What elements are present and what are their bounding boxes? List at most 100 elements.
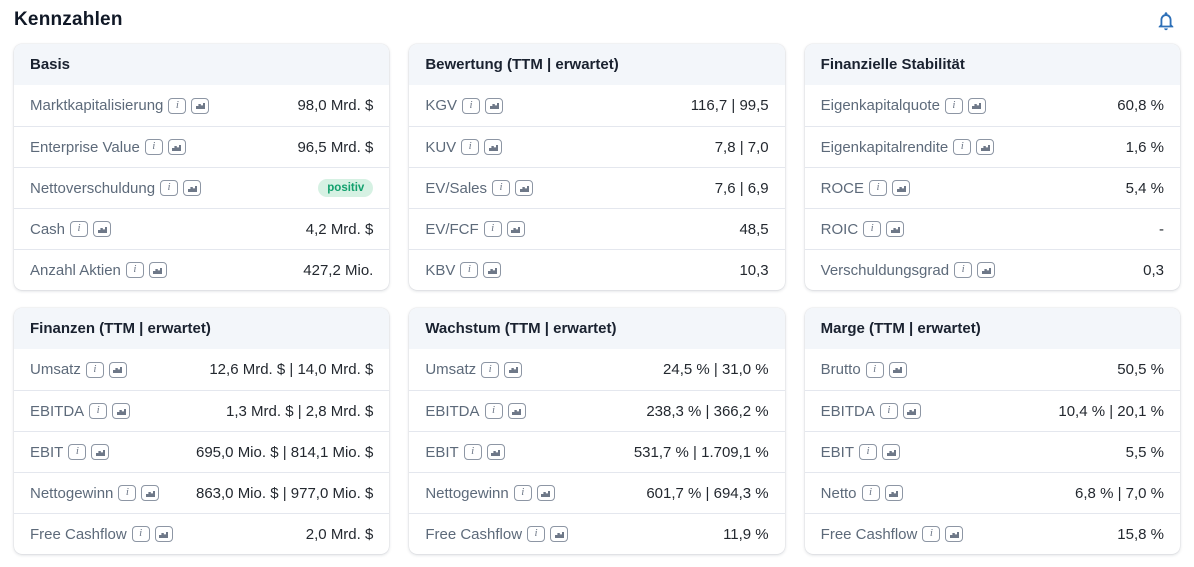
chart-icon[interactable] bbox=[148, 262, 167, 278]
metric-label-group: Free Cashflow i bbox=[821, 526, 964, 543]
metric-row: Brutto i 50,5 % bbox=[805, 349, 1180, 390]
chart-icon[interactable] bbox=[892, 180, 910, 196]
chart-icon[interactable] bbox=[945, 526, 964, 542]
metric-label-group: EBIT i bbox=[30, 444, 110, 461]
chart-icon[interactable] bbox=[884, 485, 903, 501]
info-icon[interactable]: i bbox=[70, 221, 89, 237]
page-title: Kennzahlen bbox=[14, 9, 123, 30]
chart-icon[interactable] bbox=[504, 361, 523, 378]
info-icon[interactable]: i bbox=[861, 485, 880, 501]
chart-icon[interactable] bbox=[108, 361, 127, 378]
metric-row: EBIT i 531,7 % | 1.709,1 % bbox=[409, 431, 785, 472]
metric-value: 695,0 Mio. $ | 814,1 Mio. $ bbox=[195, 443, 374, 461]
metric-label: KBV bbox=[425, 261, 456, 279]
chart-icon[interactable] bbox=[515, 180, 534, 196]
chart-icon-glyph bbox=[511, 226, 521, 233]
bell-icon-glyph bbox=[1158, 12, 1174, 31]
metric-row: Free Cashflow i 15,8 % bbox=[804, 513, 1180, 554]
chart-icon[interactable] bbox=[183, 180, 202, 196]
info-icon[interactable]: i bbox=[68, 444, 87, 460]
info-icon[interactable]: i bbox=[168, 97, 187, 114]
chart-icon[interactable] bbox=[483, 262, 502, 278]
info-icon[interactable]: i bbox=[484, 403, 503, 419]
info-icon[interactable]: i bbox=[869, 180, 887, 196]
info-icon[interactable]: i bbox=[131, 526, 150, 542]
chart-icon[interactable] bbox=[976, 139, 995, 155]
chart-icon[interactable] bbox=[112, 403, 131, 419]
metric-row: Marktkapitalisierung i 98,0 Mrd. $ bbox=[14, 85, 389, 126]
card-rows: Eigenkapitalquote i 60,8 % Eigenkapitalr… bbox=[804, 85, 1180, 290]
chart-icon-glyph bbox=[487, 267, 497, 274]
info-icon[interactable]: i bbox=[460, 262, 479, 278]
info-icon[interactable]: i bbox=[865, 361, 884, 378]
metric-label-group: Nettogewinn i bbox=[425, 484, 555, 502]
chart-icon[interactable] bbox=[506, 221, 525, 237]
chart-icon[interactable] bbox=[882, 444, 900, 460]
info-icon[interactable]: i bbox=[461, 139, 480, 155]
metric-label-group: Free Cashflow i bbox=[30, 526, 173, 543]
notification-bell-icon[interactable] bbox=[1154, 9, 1178, 33]
info-icon[interactable]: i bbox=[492, 180, 511, 196]
chart-icon[interactable] bbox=[485, 97, 504, 114]
chart-icon[interactable] bbox=[888, 361, 907, 378]
info-icon[interactable]: i bbox=[483, 221, 502, 237]
metric-label-group: Free Cashflow i bbox=[425, 526, 569, 543]
chart-icon-glyph bbox=[554, 531, 564, 538]
chart-icon-glyph bbox=[907, 408, 917, 415]
chart-icon[interactable] bbox=[486, 444, 505, 460]
info-icon[interactable]: i bbox=[463, 444, 482, 460]
chart-icon[interactable] bbox=[93, 221, 112, 237]
metric-label-group: KBV i bbox=[425, 261, 502, 279]
metric-row: Nettoverschuldung i positiv bbox=[14, 167, 390, 208]
info-icon[interactable]: i bbox=[513, 485, 532, 501]
chart-icon[interactable] bbox=[141, 485, 160, 501]
chart-icon-glyph bbox=[972, 103, 982, 109]
metric-label-group: Umsatz i bbox=[425, 361, 523, 378]
chart-icon[interactable] bbox=[507, 403, 526, 419]
metric-label: Nettogewinn bbox=[425, 484, 509, 502]
info-icon[interactable]: i bbox=[85, 361, 104, 378]
info-icon[interactable]: i bbox=[953, 139, 972, 155]
chart-icon[interactable] bbox=[167, 139, 186, 155]
info-icon[interactable]: i bbox=[462, 97, 481, 114]
info-icon[interactable]: i bbox=[922, 526, 941, 542]
chart-icon[interactable] bbox=[550, 526, 569, 542]
info-icon[interactable]: i bbox=[859, 444, 877, 460]
chart-icon-glyph bbox=[886, 449, 896, 456]
card-title: Marge (TTM | erwartet) bbox=[804, 308, 1180, 349]
metric-label-group: Enterprise Value i bbox=[30, 139, 186, 156]
metric-value: 50,5 % bbox=[1117, 361, 1164, 378]
info-icon[interactable]: i bbox=[89, 403, 108, 419]
chart-icon[interactable] bbox=[536, 485, 555, 501]
metric-label: Anzahl Aktien bbox=[30, 261, 121, 279]
chart-icon[interactable] bbox=[91, 444, 110, 460]
info-icon[interactable]: i bbox=[527, 526, 546, 542]
chart-icon[interactable] bbox=[886, 221, 905, 237]
chart-icon[interactable] bbox=[154, 526, 173, 542]
info-icon[interactable]: i bbox=[481, 361, 500, 378]
chart-icon[interactable] bbox=[977, 262, 996, 278]
card-title: Bewertung (TTM | erwartet) bbox=[409, 44, 785, 85]
info-icon[interactable]: i bbox=[954, 262, 973, 278]
info-icon[interactable]: i bbox=[160, 180, 179, 196]
chart-icon[interactable] bbox=[902, 403, 921, 419]
card-rows: Umsatz i 12,6 Mrd. $ | 14,0 Mrd. $ EBITD… bbox=[14, 349, 390, 554]
chart-icon[interactable] bbox=[484, 139, 503, 155]
metric-label: Free Cashflow bbox=[30, 525, 127, 543]
metrics-card: Finanzielle Stabilität Eigenkapitalquote… bbox=[804, 44, 1180, 290]
chart-icon[interactable] bbox=[191, 97, 210, 114]
info-icon[interactable]: i bbox=[125, 262, 144, 278]
metric-row: Anzahl Aktien i 427,2 Mio. bbox=[14, 249, 390, 290]
chart-icon-glyph bbox=[488, 144, 498, 151]
info-icon[interactable]: i bbox=[144, 139, 163, 155]
chart-icon[interactable] bbox=[967, 97, 986, 114]
info-icon[interactable]: i bbox=[863, 221, 882, 237]
metric-value: 96,5 Mrd. $ bbox=[297, 138, 374, 156]
info-icon[interactable]: i bbox=[944, 97, 963, 114]
metric-row: Cash i 4,2 Mrd. $ bbox=[14, 208, 390, 249]
metric-label: KGV bbox=[425, 97, 458, 114]
info-icon[interactable]: i bbox=[118, 485, 137, 501]
chart-icon-glyph bbox=[981, 267, 991, 274]
card-title: Basis bbox=[14, 44, 390, 85]
info-icon[interactable]: i bbox=[879, 403, 898, 419]
